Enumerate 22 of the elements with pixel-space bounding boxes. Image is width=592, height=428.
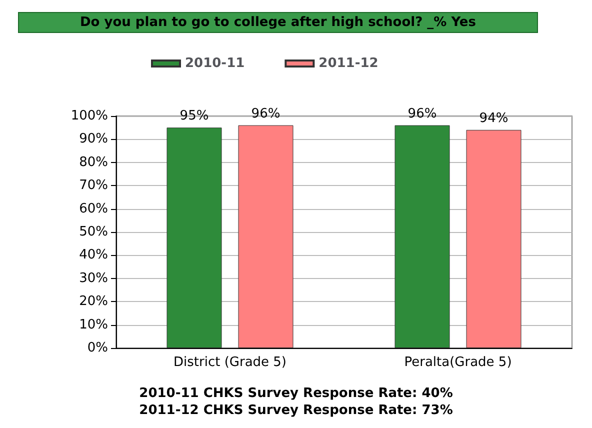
y-tick-label: 100%	[70, 108, 108, 124]
y-tick-label: 60%	[79, 201, 108, 216]
text: 2010-11 CHKS Survey Response Rate: 40%	[139, 386, 453, 401]
y-tick-label: 90%	[79, 132, 108, 147]
y-tick-label: 80%	[79, 154, 108, 170]
chart-title: Do you plan to go to college after high school? _% Yes	[80, 15, 476, 30]
y-tick-label: 40%	[79, 248, 108, 263]
x-tick-label: District (Grade 5)	[173, 355, 287, 370]
data-label: 94%	[479, 110, 508, 126]
y-tick-label: 20%	[79, 294, 108, 310]
y-tick-label: 70%	[79, 178, 108, 194]
text: 2011-12 CHKS Survey Response Rate: 73%	[139, 403, 453, 418]
data-label: 95%	[180, 108, 209, 124]
legend-label: 2010-11	[185, 56, 245, 71]
y-tick-label: 0%	[87, 340, 108, 356]
y-tick-label: 50%	[79, 224, 108, 240]
y-tick-label: 10%	[79, 317, 108, 332]
data-label: 96%	[408, 106, 437, 122]
y-tick-label: 30%	[79, 270, 108, 286]
x-tick-label: Peralta(Grade 5)	[404, 355, 512, 370]
data-label: 96%	[251, 106, 280, 122]
legend-label: 2011-12	[318, 56, 378, 71]
